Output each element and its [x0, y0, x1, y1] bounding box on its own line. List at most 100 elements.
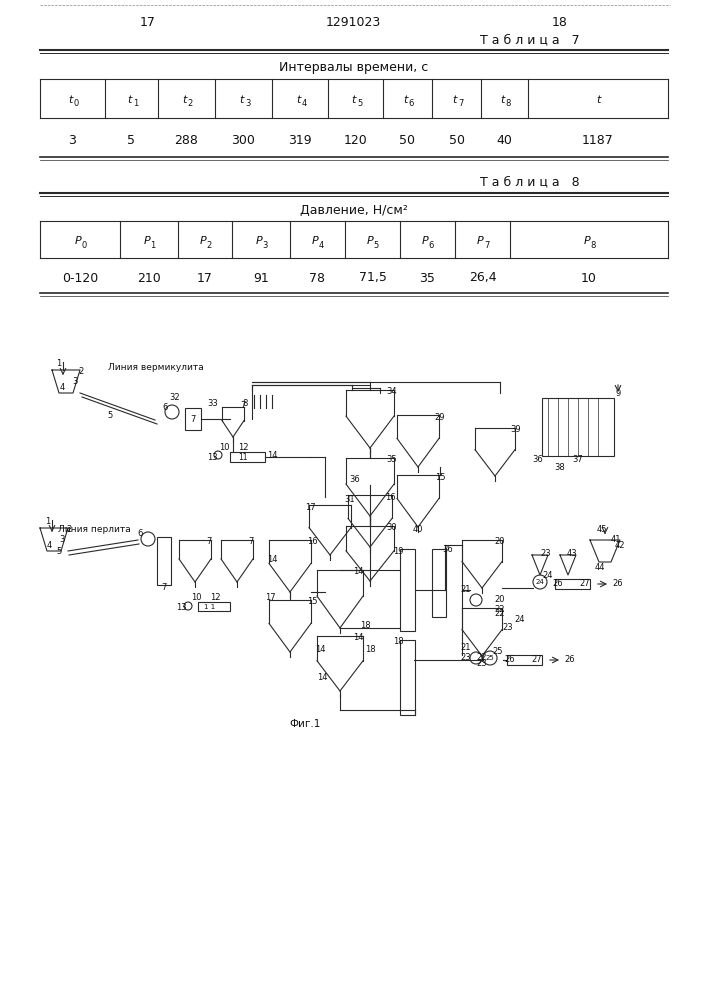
Text: 6: 6	[137, 530, 143, 538]
Text: Давление, Н/см²: Давление, Н/см²	[300, 204, 408, 217]
Text: 4: 4	[59, 383, 64, 392]
Text: 7: 7	[240, 400, 246, 410]
Text: 17: 17	[140, 15, 156, 28]
Text: 9: 9	[615, 388, 621, 397]
Text: 26: 26	[613, 580, 624, 588]
Text: 7: 7	[161, 584, 167, 592]
Text: t: t	[403, 95, 408, 105]
Text: 5: 5	[374, 240, 379, 249]
Text: 26: 26	[505, 654, 515, 664]
Text: 2: 2	[206, 240, 211, 249]
Text: 33: 33	[208, 398, 218, 408]
Text: 8: 8	[243, 398, 247, 408]
Text: 18: 18	[392, 638, 403, 647]
Text: 1: 1	[45, 516, 51, 526]
Text: 91: 91	[253, 271, 269, 284]
Text: 26: 26	[553, 578, 563, 587]
Text: 14: 14	[317, 674, 327, 682]
Text: 37: 37	[573, 456, 583, 464]
Text: 1 1: 1 1	[204, 604, 216, 610]
Text: 15: 15	[307, 597, 317, 606]
Text: 18: 18	[365, 646, 375, 654]
Text: t: t	[351, 95, 356, 105]
Text: 5: 5	[107, 410, 112, 420]
Text: 7: 7	[190, 416, 196, 424]
Text: 4: 4	[319, 240, 324, 249]
Text: P: P	[199, 236, 206, 246]
Text: 0: 0	[81, 240, 87, 249]
Text: 40: 40	[413, 526, 423, 534]
Text: 36: 36	[350, 476, 361, 485]
Text: 6: 6	[163, 402, 168, 412]
Text: 14: 14	[315, 646, 325, 654]
Text: 10: 10	[218, 444, 229, 452]
Text: 27: 27	[580, 578, 590, 587]
Text: 14: 14	[267, 556, 277, 564]
Bar	[400, 640, 415, 715]
Text: 3: 3	[69, 133, 76, 146]
Text: t: t	[239, 95, 244, 105]
Text: Т а б л и ц а   8: Т а б л и ц а 8	[480, 176, 580, 188]
Text: 23: 23	[541, 548, 551, 558]
Text: 32: 32	[170, 393, 180, 402]
Text: Фиг.1: Фиг.1	[289, 719, 321, 729]
Text: 30: 30	[387, 524, 397, 532]
Text: t: t	[69, 95, 73, 105]
Text: 71,5: 71,5	[358, 271, 387, 284]
Text: t: t	[182, 95, 187, 105]
Text: 24: 24	[543, 570, 554, 580]
Text: 18: 18	[552, 15, 568, 28]
Text: 210: 210	[137, 271, 161, 284]
Text: t: t	[127, 95, 132, 105]
Text: 1: 1	[133, 100, 138, 108]
Text: 31: 31	[345, 495, 356, 504]
Text: 319: 319	[288, 133, 312, 146]
Text: 7: 7	[458, 100, 463, 108]
Text: 50: 50	[399, 133, 416, 146]
Text: t: t	[296, 95, 300, 105]
Text: 16: 16	[385, 492, 395, 502]
Text: 3: 3	[72, 377, 78, 386]
Text: 41: 41	[611, 536, 621, 544]
Text: 5: 5	[357, 100, 362, 108]
Text: 35: 35	[419, 271, 436, 284]
Text: 13: 13	[175, 602, 187, 611]
Text: 22: 22	[495, 608, 506, 617]
Text: 24: 24	[515, 615, 525, 624]
Text: 1: 1	[57, 359, 62, 367]
Text: 39: 39	[510, 426, 521, 434]
Text: P: P	[256, 236, 262, 246]
Text: 12: 12	[210, 593, 221, 602]
Text: 5: 5	[127, 133, 136, 146]
Text: 45: 45	[597, 526, 607, 534]
Text: 6: 6	[429, 240, 434, 249]
Text: 4: 4	[47, 542, 52, 550]
Text: 1291023: 1291023	[325, 15, 380, 28]
Text: 38: 38	[554, 464, 566, 473]
Text: 1187: 1187	[582, 133, 614, 146]
Text: 3: 3	[262, 240, 268, 249]
Text: 23: 23	[503, 624, 513, 633]
Text: Т а б л и ц а   7: Т а б л и ц а 7	[480, 33, 580, 46]
Bar	[432, 549, 446, 617]
Text: t: t	[596, 95, 600, 105]
Text: 1: 1	[151, 240, 156, 249]
Text: t: t	[452, 95, 457, 105]
Text: P: P	[422, 236, 429, 246]
Text: 6: 6	[409, 100, 414, 108]
Text: Интервалы времени, с: Интервалы времени, с	[279, 60, 428, 74]
Text: 2: 2	[66, 526, 71, 534]
Text: P: P	[144, 236, 151, 246]
Text: 2: 2	[188, 100, 193, 108]
Text: t: t	[501, 95, 505, 105]
Bar	[542, 398, 614, 456]
Text: 20: 20	[495, 538, 506, 546]
Text: 21: 21	[461, 585, 472, 594]
Text: 44: 44	[595, 562, 605, 572]
Text: 25: 25	[486, 655, 494, 661]
Text: 19: 19	[393, 546, 403, 556]
Text: 13: 13	[206, 452, 217, 462]
Text: 25: 25	[493, 647, 503, 656]
Text: 22: 22	[495, 605, 506, 614]
Text: 18: 18	[360, 621, 370, 631]
